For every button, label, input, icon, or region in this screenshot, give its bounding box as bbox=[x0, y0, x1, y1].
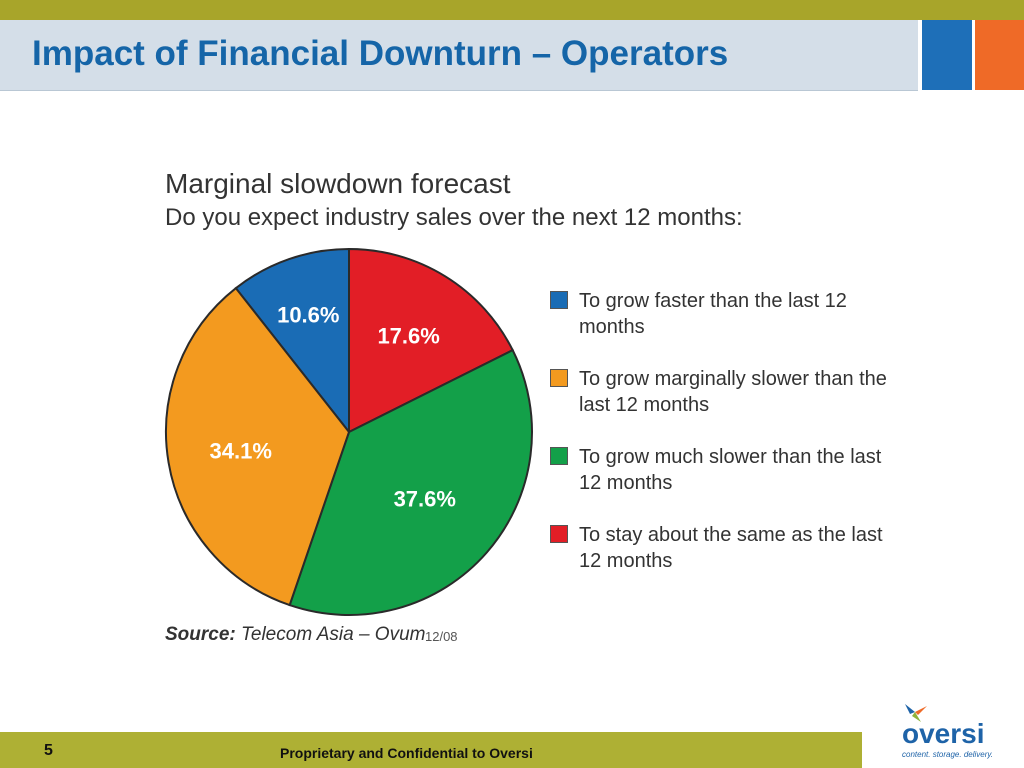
logo-tagline: content. storage. delivery. bbox=[902, 750, 994, 759]
legend-item: To grow marginally slower than the last … bbox=[548, 366, 908, 444]
chart-legend: To grow faster than the last 12 months T… bbox=[548, 288, 908, 600]
legend-swatch bbox=[550, 291, 568, 309]
legend-swatch bbox=[550, 447, 568, 465]
legend-swatch bbox=[550, 369, 568, 387]
page-number: 5 bbox=[44, 742, 53, 759]
legend-label: To stay about the same as the last 12 mo… bbox=[579, 524, 883, 572]
legend-swatch bbox=[550, 525, 568, 543]
pie-slice-label: 34.1% bbox=[210, 438, 272, 463]
legend-label: To grow faster than the last 12 months bbox=[579, 290, 847, 338]
pie-chart: 10.6% 17.6% 37.6% 34.1% bbox=[165, 247, 533, 616]
slide-title: Impact of Financial Downturn – Operators bbox=[32, 34, 729, 73]
logo-star-icon bbox=[905, 704, 927, 722]
oversi-logo: oversi content. storage. delivery. bbox=[896, 700, 1006, 766]
pie-slice-label: 37.6% bbox=[394, 486, 456, 511]
footer-text: Proprietary and Confidential to Oversi bbox=[280, 745, 533, 761]
legend-label: To grow much slower than the last 12 mon… bbox=[579, 446, 882, 494]
accent-square-blue bbox=[922, 20, 972, 90]
source-text: Telecom Asia – Ovum bbox=[241, 624, 426, 645]
accent-square-orange bbox=[975, 20, 1024, 90]
chart-subtitle: Do you expect industry sales over the ne… bbox=[165, 204, 743, 231]
source-date: 12/08 bbox=[425, 629, 458, 644]
legend-item: To grow faster than the last 12 months bbox=[548, 288, 908, 366]
source-label: Source: bbox=[165, 624, 236, 645]
legend-label: To grow marginally slower than the last … bbox=[579, 368, 887, 416]
footer-bar bbox=[0, 732, 862, 768]
top-accent-stripe bbox=[0, 0, 1024, 20]
logo-wordmark: oversi bbox=[902, 718, 985, 749]
chart-title: Marginal slowdown forecast bbox=[165, 168, 511, 199]
pie-slice bbox=[348, 247, 515, 434]
legend-item: To grow much slower than the last 12 mon… bbox=[548, 444, 908, 522]
pie-slice bbox=[288, 348, 533, 616]
legend-item: To stay about the same as the last 12 mo… bbox=[548, 522, 908, 600]
pie-slice-label: 17.6% bbox=[377, 323, 439, 348]
pie-slice bbox=[234, 247, 350, 435]
pie-slice-label: 10.6% bbox=[277, 302, 339, 327]
pie-slice bbox=[165, 286, 351, 607]
title-bar: Impact of Financial Downturn – Operators bbox=[0, 20, 918, 91]
chart-source: Source: Telecom Asia – Ovum bbox=[165, 624, 425, 646]
